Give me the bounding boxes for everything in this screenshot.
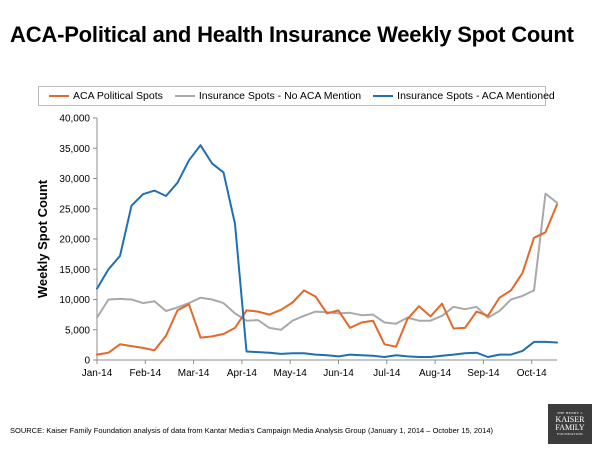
x-tick-label: Jan-14 — [82, 368, 113, 379]
source-note: SOURCE: Kaiser Family Foundation analysi… — [10, 426, 494, 435]
y-tick-label: 30,000 — [59, 174, 90, 185]
x-tick-label: Jun-14 — [323, 368, 354, 379]
logo-line-4: FOUNDATION — [557, 432, 583, 436]
x-tick-label: Aug-14 — [419, 368, 452, 379]
legend-swatch-aca-mentioned — [373, 95, 394, 97]
y-tick-label: 20,000 — [59, 235, 90, 246]
legend-item-aca-mentioned: Insurance Spots - ACA Mentioned — [373, 90, 555, 102]
y-tick-label: 5,000 — [65, 325, 90, 336]
line-chart: 0 5,000 10,000 15,000 20,000 25,000 30,000 35,0… — [35, 114, 558, 379]
legend-label-aca-mentioned: Insurance Spots - ACA Mentioned — [397, 90, 555, 102]
y-tick-label: 25,000 — [59, 204, 90, 215]
series-line-no-aca — [96, 192, 558, 331]
kff-logo: THE HENRY J. KAISER FAMILY FOUNDATION — [548, 404, 592, 444]
logo-line-1: THE HENRY J. — [556, 410, 584, 415]
y-tick-label: 40,000 — [59, 114, 90, 125]
x-tick-label: Oct-14 — [517, 368, 547, 379]
legend-item-aca-political: ACA Political Spots — [49, 90, 163, 102]
x-tick-label: Mar-14 — [178, 368, 210, 379]
legend-item-no-aca: Insurance Spots - No ACA Mention — [174, 90, 362, 102]
y-tick-label: 35,000 — [59, 144, 90, 155]
chart-legend: ACA Political Spots Insurance Spots - No… — [38, 86, 555, 106]
legend-label-aca-political: ACA Political Spots — [73, 90, 163, 102]
x-tick-label: Feb-14 — [129, 368, 161, 379]
chart-title: ACA-Political and Health Insurance Weekl… — [10, 22, 574, 47]
series-line-aca-political — [96, 203, 558, 356]
legend-swatch-no-aca — [174, 95, 195, 97]
y-axis-title: Weekly Spot Count — [35, 179, 50, 298]
y-tick-label: 10,000 — [59, 295, 90, 306]
x-tick-label: Jul-14 — [373, 368, 401, 379]
x-tick-label: Apr-14 — [227, 368, 257, 379]
legend-swatch-aca-political — [49, 95, 69, 97]
x-tick-label: Sep-14 — [467, 368, 500, 379]
series-line-aca-mentioned — [96, 144, 558, 358]
y-tick-label: 15,000 — [59, 265, 90, 276]
logo-line-2: KAISER — [555, 415, 585, 424]
y-tick-label: 0 — [84, 356, 90, 367]
x-tick-label: May-14 — [274, 368, 308, 379]
legend-label-no-aca: Insurance Spots - No ACA Mention — [198, 90, 362, 102]
logo-line-3: FAMILY — [555, 423, 585, 432]
